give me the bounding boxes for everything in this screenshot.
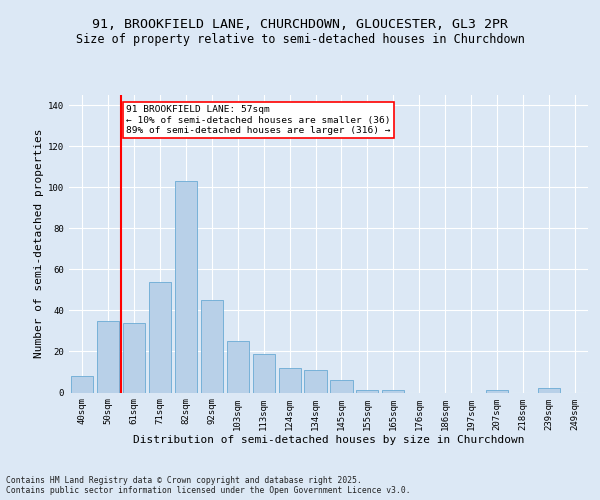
- Text: Contains HM Land Registry data © Crown copyright and database right 2025.
Contai: Contains HM Land Registry data © Crown c…: [6, 476, 410, 495]
- Bar: [253, 354, 275, 393]
- Text: Size of property relative to semi-detached houses in Churchdown: Size of property relative to semi-detach…: [76, 32, 524, 46]
- Bar: [304, 370, 326, 392]
- Bar: [538, 388, 560, 392]
- Y-axis label: Number of semi-detached properties: Number of semi-detached properties: [34, 129, 44, 358]
- X-axis label: Distribution of semi-detached houses by size in Churchdown: Distribution of semi-detached houses by …: [133, 435, 524, 445]
- Bar: [97, 320, 119, 392]
- Bar: [123, 322, 145, 392]
- Bar: [175, 181, 197, 392]
- Bar: [278, 368, 301, 392]
- Bar: [149, 282, 171, 393]
- Bar: [331, 380, 353, 392]
- Bar: [227, 341, 249, 392]
- Bar: [71, 376, 93, 392]
- Bar: [200, 300, 223, 392]
- Text: 91, BROOKFIELD LANE, CHURCHDOWN, GLOUCESTER, GL3 2PR: 91, BROOKFIELD LANE, CHURCHDOWN, GLOUCES…: [92, 18, 508, 30]
- Bar: [486, 390, 508, 392]
- Bar: [356, 390, 379, 392]
- Text: 91 BROOKFIELD LANE: 57sqm
← 10% of semi-detached houses are smaller (36)
89% of : 91 BROOKFIELD LANE: 57sqm ← 10% of semi-…: [126, 106, 391, 135]
- Bar: [382, 390, 404, 392]
